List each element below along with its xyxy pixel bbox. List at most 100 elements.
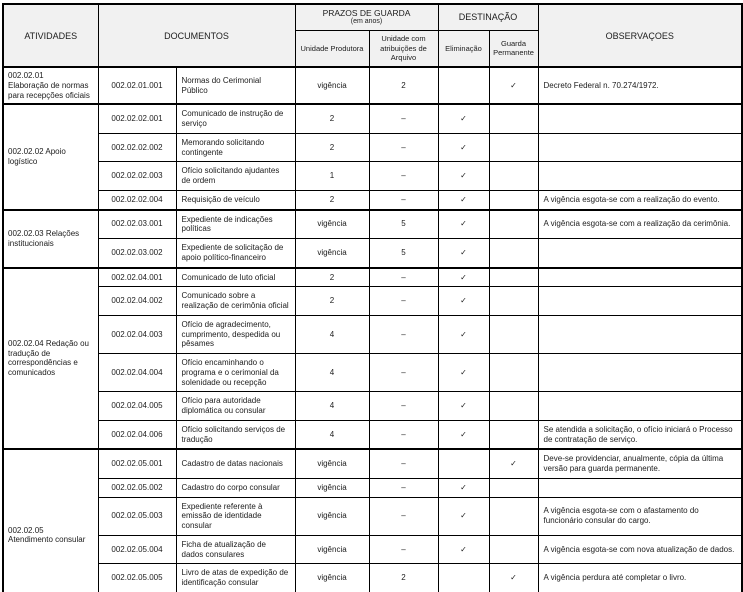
eliminacao-cell: ✓: [437, 314, 490, 355]
observacoes-cell: [537, 477, 743, 498]
observacoes-cell: [537, 132, 743, 163]
eliminacao-cell: [437, 65, 490, 105]
header-prazos-de-guarda: PRAZOS DE GUARDA (em anos): [294, 3, 439, 31]
prazo-unidade-arquivo-cell: –: [368, 534, 439, 565]
table-row: 002.02.04.004 Ofício encaminhando o progr…: [3, 352, 743, 393]
temporality-table: ATIVIDADES DOCUMENTOS PRAZOS DE GUARDA (…: [2, 3, 743, 592]
doc-title-cell: Normas do Cerimonial Público: [175, 65, 296, 105]
activity-code: 002.02.02: [8, 147, 44, 157]
doc-title-cell: Livro de atas de expedição de identifica…: [175, 563, 296, 592]
eliminacao-cell: ✓: [437, 189, 490, 211]
activity-code: 002.02.04: [8, 338, 44, 348]
doc-code-cell: 002.02.03.002: [97, 238, 177, 268]
eliminacao-cell: [437, 563, 490, 592]
table-row: 002.02.04.005 Ofício para autoridade dipl…: [3, 391, 743, 421]
table-body: 002.02.01 Elaboração de normas para recep…: [2, 65, 743, 592]
doc-code-cell: 002.02.04.006: [97, 419, 177, 450]
table-row: 002.02.04.002 Comunicado sobre a realizaç…: [3, 286, 743, 316]
prazo-unidade-arquivo-cell: 2: [368, 563, 439, 592]
prazo-unidade-arquivo-cell: –: [368, 314, 439, 355]
eliminacao-cell: [437, 448, 490, 479]
table-row: 002.02.04.006 Ofício solicitando serviços…: [3, 419, 743, 450]
activity-code: 002.02.03: [8, 228, 44, 238]
doc-code-cell: 002.02.05.003: [97, 496, 177, 536]
observacoes-cell: A vigência esgota-se com a realização da…: [537, 208, 743, 239]
eliminacao-cell: ✓: [437, 286, 490, 316]
eliminacao-cell: ✓: [437, 161, 490, 191]
doc-title-cell: Ofício solicitando serviços de tradução: [175, 419, 296, 450]
table-row: 002.02.04 Redação ou tradução de corresp…: [2, 266, 743, 450]
activity-label: Elaboração de normas para recepções ofic…: [8, 80, 90, 100]
header-prazos-title: PRAZOS DE GUARDA: [322, 7, 411, 18]
eliminacao-cell: ✓: [437, 208, 490, 239]
table-row: 002.02.05.005 Livro de atas de expedição …: [3, 563, 743, 592]
guarda-permanente-cell: [488, 266, 539, 288]
prazo-unidade-arquivo-cell: –: [368, 161, 439, 191]
eliminacao-cell: ✓: [437, 266, 490, 288]
doc-title-cell: Expediente de indicações políticas: [175, 208, 296, 239]
observacoes-cell: [537, 286, 743, 316]
observacoes-cell: [537, 266, 743, 288]
doc-code-cell: 002.02.04.004: [97, 352, 177, 393]
prazo-unidade-produtora-cell: 2: [294, 266, 370, 288]
header-eliminacao: Eliminação: [437, 29, 490, 68]
header-row-sub: Unidade Produtora Unidade com atribuiçõe…: [3, 29, 742, 68]
prazo-unidade-arquivo-cell: 5: [368, 208, 439, 239]
prazo-unidade-produtora-cell: vigência: [294, 448, 370, 479]
doc-title-cell: Ofício para autoridade diplomática ou co…: [175, 391, 296, 421]
doc-code-cell: 002.02.04.003: [97, 314, 177, 355]
guarda-permanente-cell: [488, 496, 539, 536]
guarda-permanente-cell: [488, 238, 539, 268]
doc-code-cell: 002.02.04.002: [97, 286, 177, 316]
table-row: 002.02.05 Atendimento consular 002.02.05.0…: [2, 448, 743, 592]
observacoes-cell: A vigência perdura até completar o livro…: [537, 563, 743, 592]
prazo-unidade-arquivo-cell: –: [368, 448, 439, 479]
observacoes-cell: [537, 238, 743, 268]
header-atividades: ATIVIDADES: [2, 3, 99, 68]
eliminacao-cell: ✓: [437, 132, 490, 163]
prazo-unidade-arquivo-cell: –: [368, 286, 439, 316]
prazo-unidade-produtora-cell: 2: [294, 103, 370, 134]
header-documentos: DOCUMENTOS: [97, 3, 296, 68]
doc-title-cell: Ofício solicitando ajudantes de ordem: [175, 161, 296, 191]
observacoes-cell: Decreto Federal n. 70.274/1972.: [537, 65, 743, 105]
prazo-unidade-produtora-cell: vigência: [294, 496, 370, 536]
doc-code-cell: 002.02.02.003: [97, 161, 177, 191]
doc-code-cell: 002.02.04.005: [97, 391, 177, 421]
prazo-unidade-produtora-cell: 2: [294, 286, 370, 316]
prazo-unidade-produtora-cell: vigência: [294, 208, 370, 239]
eliminacao-cell: ✓: [437, 103, 490, 134]
eliminacao-cell: ✓: [437, 496, 490, 536]
header-destinacao: DESTINAÇÃO: [437, 3, 539, 31]
activity-cell: 002.02.05 Atendimento consular: [2, 448, 99, 592]
header-unidade-produtora: Unidade Produtora: [294, 29, 370, 68]
prazo-unidade-produtora-cell: 4: [294, 352, 370, 393]
doc-title-cell: Requisição de veículo: [175, 189, 296, 211]
table-row: 002.02.04.003 Ofício de agradecimento, cu…: [3, 314, 743, 355]
guarda-permanente-cell: ✓: [488, 65, 539, 105]
activity-cell: 002.02.02 Apoio logístico: [2, 103, 99, 211]
doc-code-cell: 002.02.02.001: [97, 103, 177, 134]
activity-label: Apoio logístico: [8, 147, 66, 166]
observacoes-cell: [537, 352, 743, 393]
guarda-permanente-cell: [488, 208, 539, 239]
prazo-unidade-produtora-cell: 4: [294, 391, 370, 421]
table-row: 002.02.03 Relações institucionais 002.02.…: [2, 208, 743, 268]
doc-code-cell: 002.02.02.004: [97, 189, 177, 211]
doc-title-cell: Expediente de solicitação de apoio polít…: [175, 238, 296, 268]
doc-title-cell: Comunicado sobre a realização de cerimôn…: [175, 286, 296, 316]
activity-label: Atendimento consular: [8, 535, 86, 545]
doc-code-cell: 002.02.05.004: [97, 534, 177, 565]
prazo-unidade-produtora-cell: vigência: [294, 65, 370, 105]
table-row: 002.02.03.002 Expediente de solicitação d…: [3, 238, 743, 268]
prazo-unidade-arquivo-cell: –: [368, 132, 439, 163]
header-guarda-permanente: Guarda Permanente: [488, 29, 539, 68]
eliminacao-cell: ✓: [437, 238, 490, 268]
guarda-permanente-cell: [488, 286, 539, 316]
eliminacao-cell: ✓: [437, 477, 490, 498]
prazo-unidade-arquivo-cell: –: [368, 419, 439, 450]
observacoes-cell: Deve-se providenciar, anualmente, cópia …: [537, 448, 743, 479]
prazo-unidade-produtora-cell: vigência: [294, 534, 370, 565]
table-header: ATIVIDADES DOCUMENTOS PRAZOS DE GUARDA (…: [2, 3, 743, 68]
